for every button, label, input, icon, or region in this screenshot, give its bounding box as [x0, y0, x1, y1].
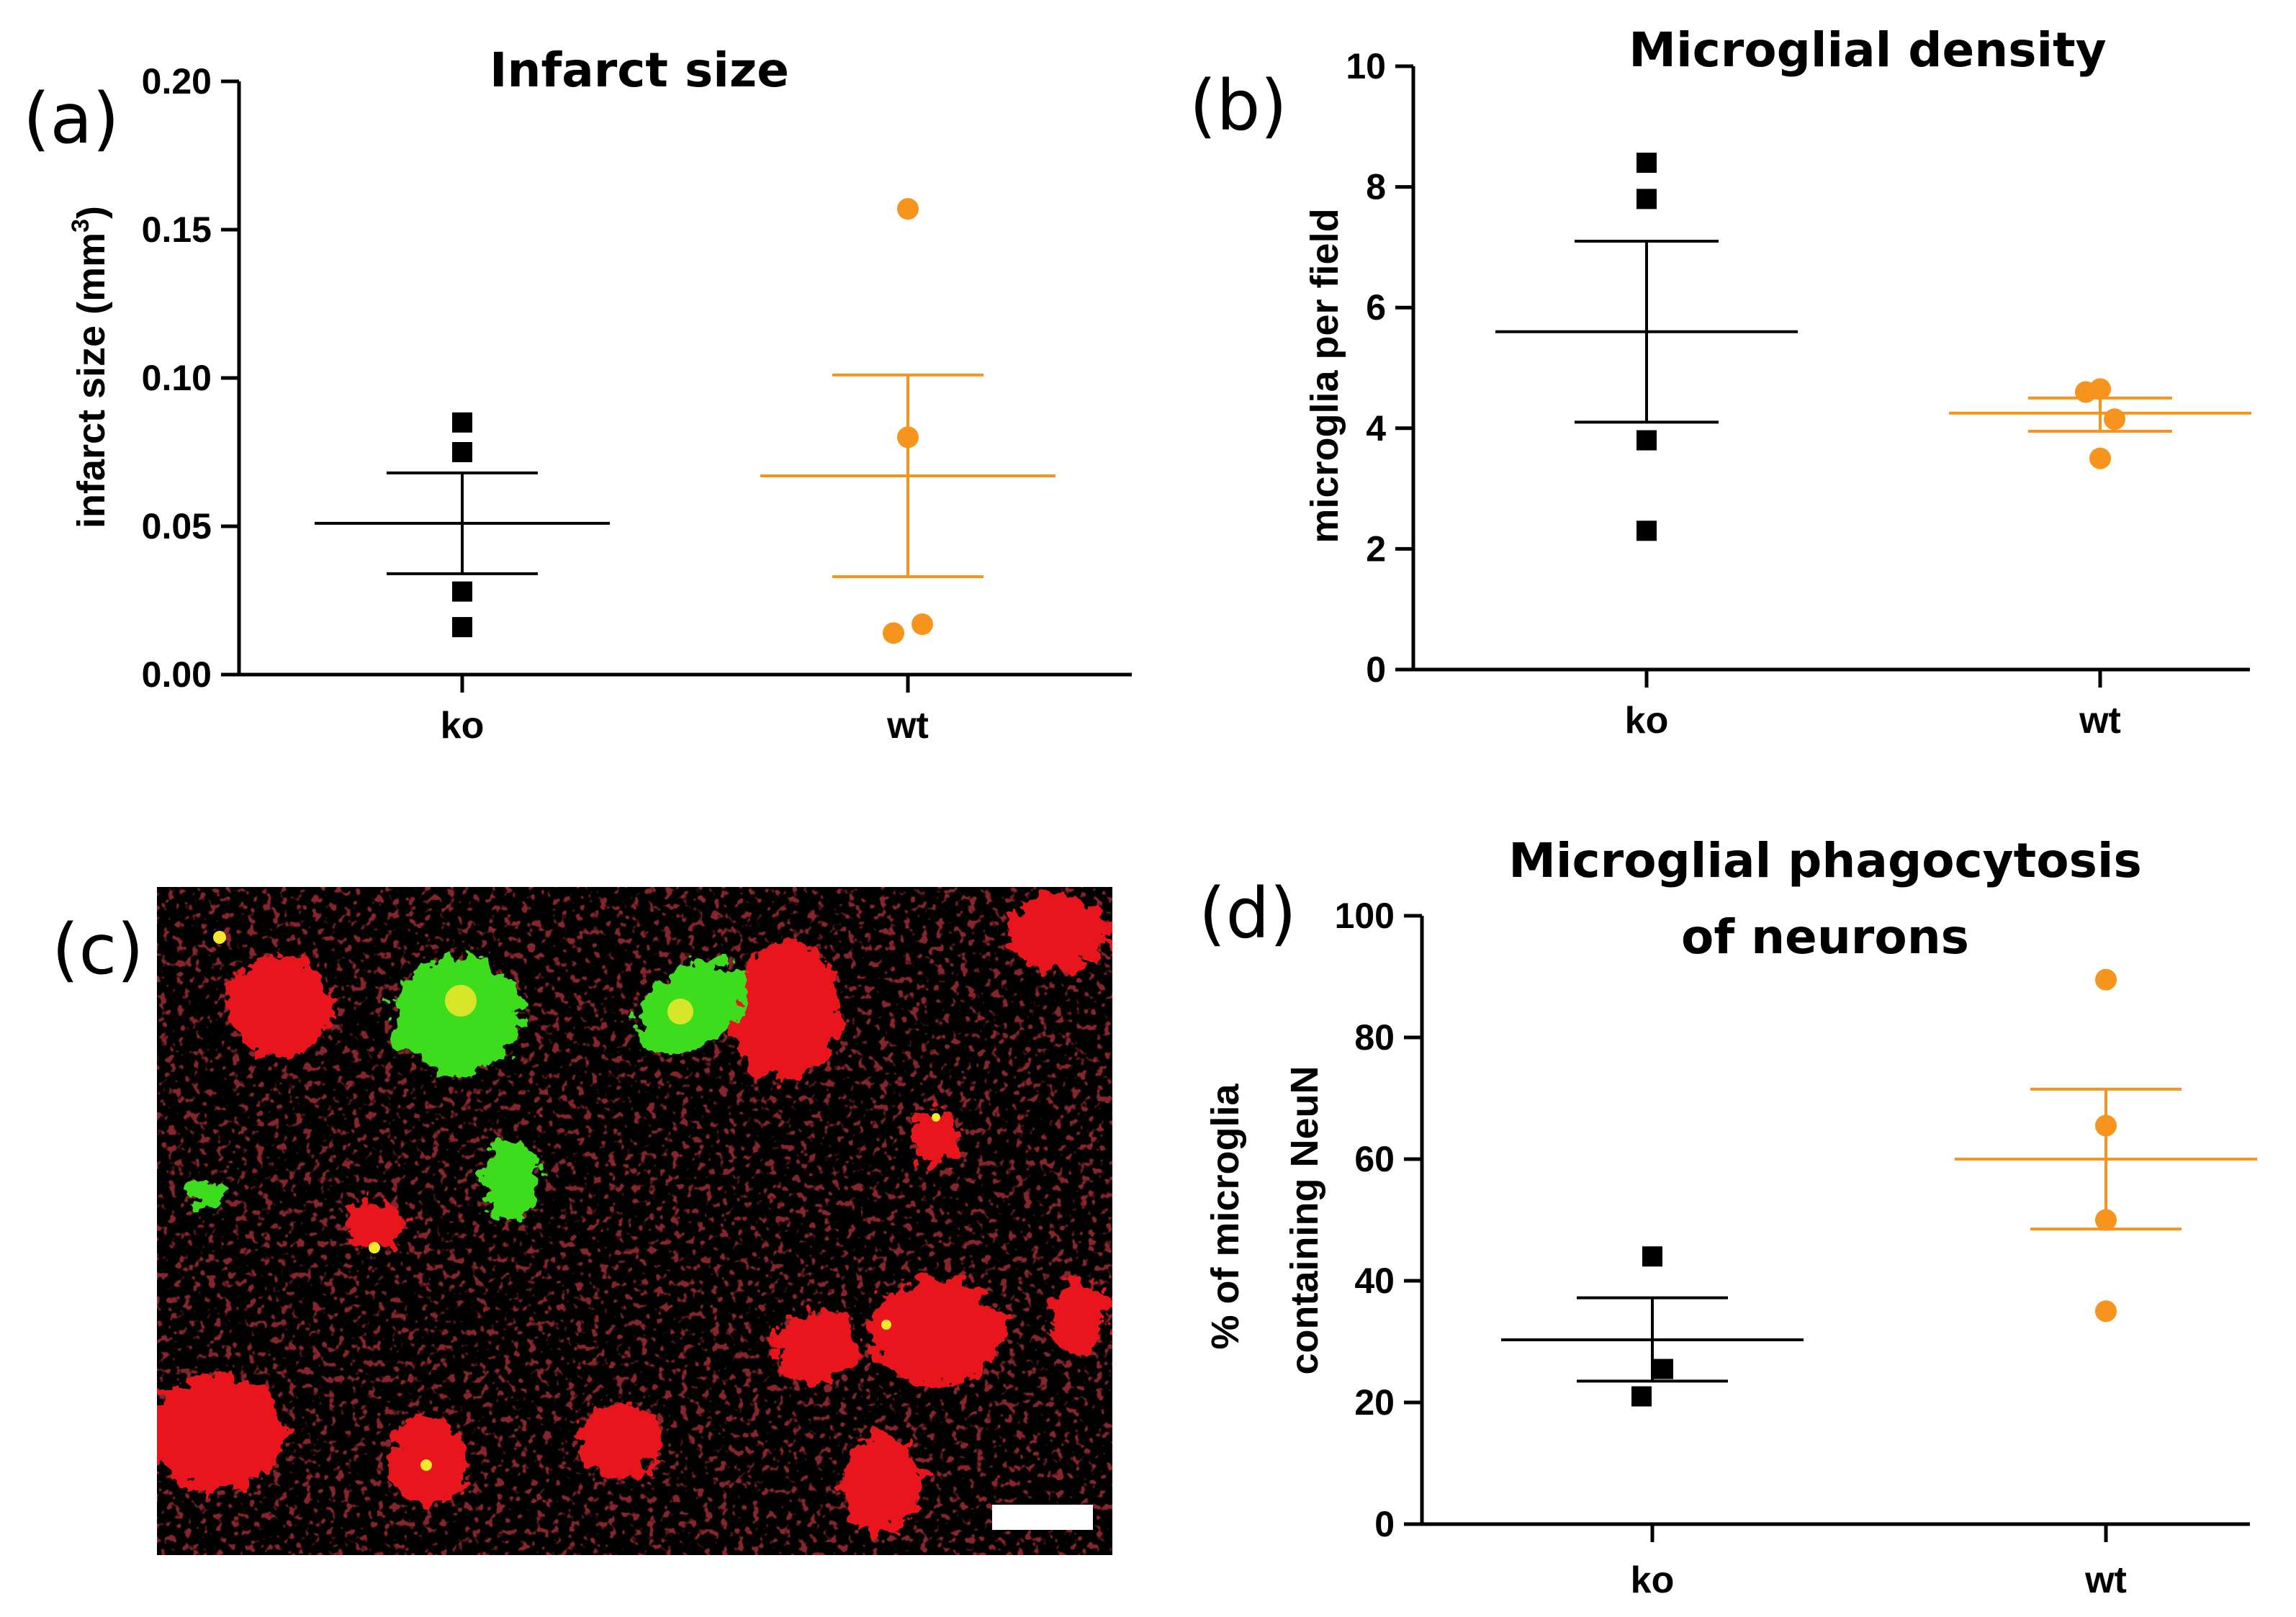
panel-b-marks — [1495, 153, 2251, 541]
colocalized-puncta — [213, 931, 940, 1471]
microglia-cell — [187, 1182, 223, 1208]
panel-c-micrograph: (c) — [52, 887, 1112, 1555]
panel-d-phagocytosis: (d) Microglial phagocytosis of neurons %… — [1199, 833, 2257, 1601]
ko-data-point — [452, 442, 472, 462]
neuron-cell — [774, 1310, 860, 1382]
panel-a-infarct-size: (a) Infarct size infarct size (mm3) 0.00… — [23, 42, 1132, 747]
neuron-cell — [577, 1402, 661, 1477]
panel-a-category-wt: wt — [886, 705, 929, 747]
panel-d-y-axis-label-line2: containing NeuN — [1283, 1066, 1326, 1375]
panel-b-category-wt: wt — [2079, 700, 2121, 742]
microglia-cell — [482, 1141, 540, 1220]
wt-data-point — [2095, 1114, 2117, 1137]
y-tick-label: 0.00 — [142, 654, 212, 695]
y-tick-label: 0 — [1366, 649, 1386, 690]
wt-data-point — [2095, 968, 2117, 991]
panel-b-x-ticks — [1644, 670, 2102, 688]
y-tick-label: 10 — [1346, 46, 1386, 86]
yellow-punctum — [420, 1459, 432, 1471]
ko-data-point — [1637, 521, 1657, 541]
wt-data-point — [2095, 1300, 2117, 1323]
wt-data-point — [2089, 447, 2111, 469]
wt-data-point — [883, 622, 904, 644]
neuron-cell — [1051, 1278, 1109, 1357]
ko-data-point — [452, 581, 472, 602]
neuron-cell — [868, 1278, 1004, 1386]
panel-b-y-axis-label: microglia per field — [1303, 208, 1346, 543]
y-tick-label: 80 — [1354, 1017, 1395, 1058]
panel-a-y-ticks: 0.00 0.05 0.10 0.15 0.20 — [142, 61, 239, 695]
neuron-cell — [225, 955, 333, 1058]
y-tick-label: 6 — [1366, 287, 1386, 328]
ko-data-point — [1637, 189, 1657, 210]
neuron-cell — [346, 1199, 403, 1249]
y-tick-label: 8 — [1366, 167, 1386, 207]
yellow-punctum — [213, 931, 226, 944]
wt-data-point — [2095, 1209, 2117, 1231]
y-tick-label: 60 — [1354, 1139, 1395, 1179]
panel-a-ylabel-close: ) — [70, 206, 113, 219]
wt-data-point — [2104, 408, 2125, 431]
panel-d-label: (d) — [1199, 873, 1297, 954]
panel-a-ylabel-superscript: 3 — [67, 219, 94, 233]
ko-data-point — [1637, 430, 1657, 451]
panel-b-y-ticks: 0 2 4 6 8 10 — [1346, 46, 1413, 690]
ko-data-point — [452, 412, 472, 433]
panel-d-category-ko: ko — [1631, 1559, 1675, 1601]
neuron-cell — [157, 1375, 284, 1490]
y-tick-label: 40 — [1354, 1261, 1395, 1301]
panel-d-x-ticks — [1650, 1524, 2108, 1542]
y-tick-label: 0.05 — [142, 506, 212, 546]
ko-data-point — [1637, 153, 1657, 174]
y-tick-label: 20 — [1354, 1382, 1395, 1423]
panel-b-label: (b) — [1189, 66, 1287, 146]
ko-data-point — [1631, 1386, 1652, 1407]
wt-data-point — [911, 613, 933, 635]
panel-d-y-ticks: 0 20 40 60 80 100 — [1335, 896, 1422, 1544]
wt-data-point — [897, 426, 919, 449]
yellow-punctum — [932, 1113, 940, 1122]
y-tick-label: 0.15 — [142, 210, 212, 250]
panel-c-label: (c) — [52, 909, 144, 990]
yellow-punctum — [667, 999, 693, 1024]
wt-data-point — [2075, 381, 2097, 403]
panel-b-category-ko: ko — [1625, 700, 1669, 742]
panel-a-y-axis-label: infarct size (mm3) — [67, 206, 113, 528]
neuron-cell — [911, 1110, 961, 1168]
panel-d-category-wt: wt — [2084, 1559, 2127, 1601]
panel-d-marks — [1501, 968, 2257, 1407]
wt-data-point — [897, 198, 919, 220]
ko-data-point — [1653, 1359, 1673, 1379]
panel-a-label: (a) — [23, 78, 120, 159]
ko-data-point — [452, 617, 472, 638]
panel-b-title: Microglial density — [1629, 22, 2106, 78]
y-tick-label: 0 — [1374, 1504, 1395, 1544]
y-tick-label: 4 — [1366, 408, 1386, 449]
yellow-punctum — [881, 1320, 891, 1330]
ko-data-point — [1642, 1246, 1662, 1267]
neuron-cell — [842, 1433, 922, 1533]
yellow-punctum — [445, 985, 477, 1017]
y-tick-label: 0.20 — [142, 61, 212, 102]
panel-a-category-ko: ko — [441, 705, 485, 747]
panel-a-x-ticks — [460, 675, 910, 693]
panel-a-title: Infarct size — [490, 42, 789, 98]
neuron-cell — [727, 943, 842, 1080]
panel-a-ylabel-text: infarct size (mm — [70, 233, 113, 528]
y-tick-label: 2 — [1366, 528, 1386, 569]
panel-b-microglial-density: (b) Microglial density microglia per fie… — [1189, 22, 2251, 742]
yellow-punctum — [369, 1242, 380, 1253]
y-tick-label: 100 — [1335, 896, 1395, 936]
y-tick-label: 0.10 — [142, 358, 212, 398]
neuron-cell — [1008, 893, 1109, 972]
panel-d-y-axis-label-line1: % of microglia — [1204, 1084, 1247, 1350]
scale-bar — [992, 1505, 1093, 1530]
panel-a-marks — [315, 198, 1055, 644]
panel-d-title-line2: of neurons — [1681, 909, 1969, 965]
panel-d-title-line1: Microglial phagocytosis — [1508, 833, 2142, 888]
